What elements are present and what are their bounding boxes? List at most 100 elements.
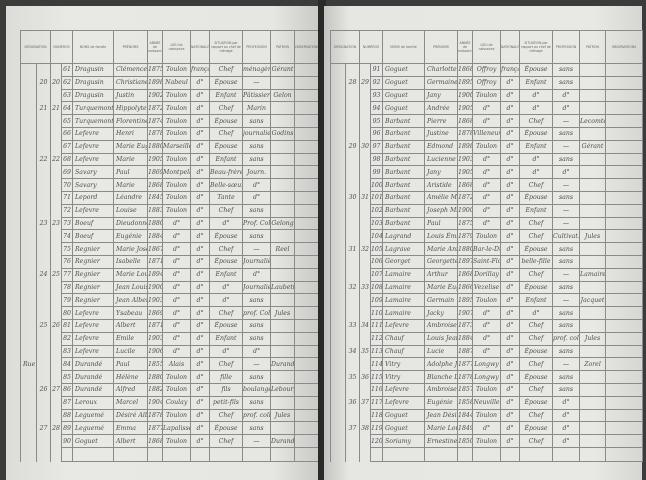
birthplace-cell: d° — [472, 331, 502, 346]
household-number-cell — [50, 357, 62, 371]
first-name-cell: Lucienne — [424, 152, 459, 167]
observations-cell — [605, 63, 644, 77]
table-row: 95 Barbant Pierre 1868 d° d° Chef — Lecomte — [330, 114, 644, 128]
table-row: 29 30 97 Barbant Edmond 1898 Toulon d° Enfant — Gé… — [330, 139, 644, 154]
individual-number-cell: 103 — [369, 216, 384, 231]
situation-cell: Chef — [519, 114, 554, 128]
nationality-cell: d° — [500, 190, 521, 205]
birthplace-cell: Toulon — [472, 229, 502, 244]
house-number-cell — [36, 281, 51, 294]
household-number-cell — [359, 383, 371, 397]
household-number-cell — [50, 293, 62, 307]
situation-cell: Chef — [209, 203, 244, 218]
profession-cell: sans — [242, 318, 272, 333]
street-cell — [330, 281, 346, 294]
situation-cell: Épouse — [519, 344, 554, 359]
first-name-cell: Jany — [424, 88, 459, 103]
surname-cell: Dragusin — [72, 75, 115, 90]
birth-year-cell: 1872 — [147, 101, 164, 116]
birth-year-cell: 1898 — [147, 75, 164, 90]
individual-number-cell: 110 — [369, 306, 384, 320]
first-name-cell: Marie Eugénie — [113, 139, 149, 154]
individual-number-cell: 99 — [369, 165, 384, 180]
profession-cell: Prof. Coll. — [242, 216, 272, 231]
employer-cell — [270, 293, 296, 308]
blank-cell — [72, 446, 115, 463]
household-number-cell — [50, 140, 62, 154]
nationality-cell: d° — [500, 139, 521, 154]
column-header: DÉSIGNATION — [330, 30, 360, 64]
observations-cell — [294, 382, 320, 397]
household-number-cell: 30 — [359, 140, 371, 154]
household-number-cell — [50, 191, 62, 205]
table-row: 82 Lefevre Emile 1903 d° d° Enfant sans — [20, 331, 320, 346]
individual-number-cell: 91 — [369, 63, 384, 77]
house-number-cell — [345, 153, 360, 166]
first-name-cell: Ambroise — [424, 382, 459, 397]
household-number-cell — [359, 306, 371, 320]
header-row: DÉSIGNATION NUMÉROS NOMS de famille PRÉNOMS… — [330, 30, 644, 64]
situation-cell: Chef — [209, 306, 244, 320]
employer-cell — [270, 331, 296, 346]
birth-year-cell: 1867 — [147, 242, 164, 256]
individual-number-cell: 84 — [60, 357, 74, 372]
household-number-cell — [50, 409, 62, 422]
birthplace-cell: Toulon — [162, 152, 192, 167]
birth-year-cell: 1887 — [457, 344, 474, 359]
street-cell — [20, 434, 37, 448]
profession-cell: sans — [242, 395, 272, 410]
table-row: 66LefevreHenri1878Toulond°Chefjournalier… — [20, 126, 320, 141]
first-name-cell: Marie — [113, 152, 149, 167]
birthplace-cell: Toulon — [162, 203, 192, 218]
situation-cell: Enfant — [519, 75, 554, 90]
employer-cell — [270, 254, 296, 269]
individual-number-cell: 62 — [60, 75, 74, 90]
birthplace-cell: Toulon — [472, 434, 502, 448]
individual-number-cell: 95 — [369, 114, 384, 128]
surname-cell: Barbant — [382, 139, 426, 154]
birthplace-cell: d° — [472, 344, 502, 359]
situation-cell: Chef — [209, 242, 244, 256]
observations-cell — [605, 178, 644, 192]
birthplace-cell: d° — [162, 344, 192, 359]
nationality-cell: français — [500, 63, 521, 77]
house-number-cell: 37 — [345, 421, 360, 435]
house-number-cell — [345, 89, 360, 102]
birth-year-cell: 1905 — [147, 152, 164, 167]
birthplace-cell: d° — [162, 306, 192, 320]
situation-cell: Chef — [519, 382, 554, 397]
column-header: PRÉNOMS — [424, 30, 459, 64]
individual-number-cell: 94 — [369, 101, 384, 116]
household-number-cell — [359, 255, 371, 269]
employer-cell — [270, 318, 296, 333]
birthplace-cell: d° — [162, 318, 192, 333]
situation-cell: d° — [519, 101, 554, 116]
profession-cell: prof. coll. — [552, 331, 581, 346]
observations-cell — [605, 114, 644, 128]
blank-cell — [552, 446, 581, 463]
left-page: DÉSIGNATION NUMÉROS NOMS de famille PRÉNOMS… — [6, 6, 320, 480]
birthplace-cell: d° — [472, 421, 502, 436]
individual-number-cell: 88 — [60, 408, 74, 423]
situation-cell: Chef — [209, 434, 244, 448]
observations-cell — [605, 152, 644, 167]
profession-cell: — — [552, 178, 581, 192]
household-number-cell — [50, 370, 62, 384]
employer-cell: Gérant — [270, 63, 296, 77]
birthplace-cell: d° — [472, 190, 502, 205]
employer-cell — [270, 114, 296, 128]
profession-cell: sans — [242, 203, 272, 218]
blank-cell — [60, 446, 74, 463]
profession-cell: — — [552, 293, 581, 308]
nationality-cell: d° — [190, 408, 211, 423]
nationality-cell: d° — [190, 229, 211, 244]
employer-cell: Lebourg — [270, 382, 296, 397]
house-number-cell: 32 — [345, 281, 360, 294]
street-cell — [330, 434, 346, 448]
situation-cell: Chef — [209, 101, 244, 116]
birthplace-cell: Toulon — [472, 88, 502, 103]
column-header: NATIONALITÉ — [500, 30, 521, 64]
first-name-cell: Louis Émile — [424, 229, 459, 244]
